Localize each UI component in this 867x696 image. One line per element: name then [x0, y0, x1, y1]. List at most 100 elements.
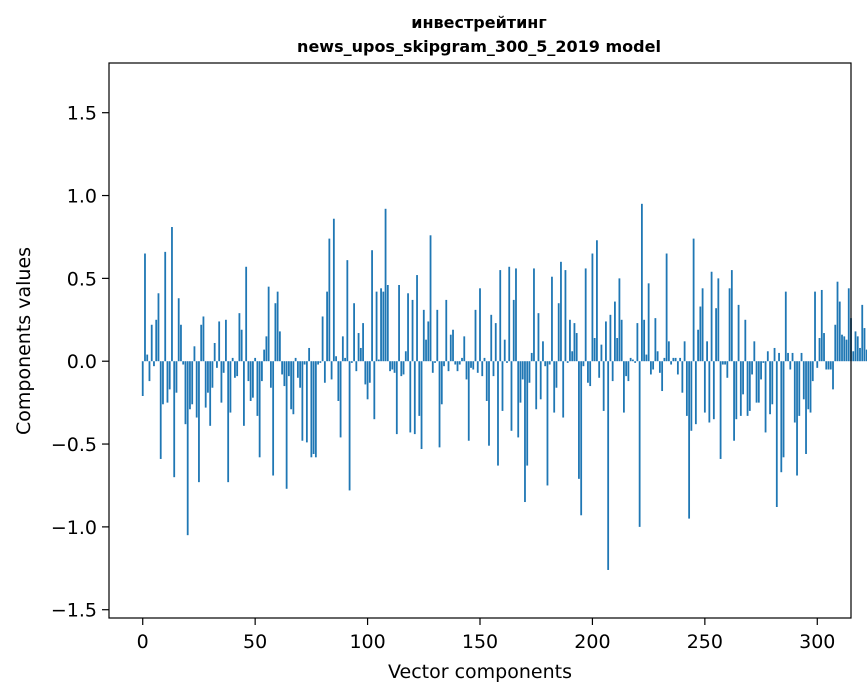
- bar-35: [220, 361, 223, 403]
- bar-158: [497, 361, 499, 466]
- bar-41: [234, 361, 236, 378]
- bar-250: [703, 361, 706, 413]
- bar-21: [189, 361, 191, 410]
- bar-274: [757, 361, 760, 403]
- bar-301: [818, 338, 821, 362]
- bar-103: [373, 361, 376, 420]
- chart-title-line1: инвестрейтинг: [411, 13, 546, 32]
- bar-18: [182, 361, 185, 365]
- bar-137: [449, 334, 452, 362]
- bar-170: [524, 361, 526, 503]
- bar-306: [829, 361, 832, 370]
- bar-125: [422, 309, 425, 362]
- bar-179: [544, 361, 547, 367]
- bar-135: [445, 299, 448, 362]
- bar-93: [350, 361, 353, 363]
- bar-271: [751, 361, 753, 375]
- bar-233: [665, 253, 668, 362]
- bar-255: [715, 308, 717, 362]
- bar-243: [688, 361, 691, 519]
- x-tick-label: 50: [243, 631, 267, 653]
- bar-294: [802, 361, 805, 400]
- bar-189: [566, 361, 569, 363]
- bar-113: [395, 361, 398, 435]
- bar-33: [216, 361, 218, 368]
- bar-178: [542, 341, 544, 362]
- bar-198: [587, 361, 589, 383]
- bar-149: [476, 361, 479, 373]
- bar-244: [690, 361, 693, 431]
- bar-266: [739, 361, 742, 416]
- bar-95: [355, 361, 358, 372]
- bar-291: [796, 361, 798, 476]
- bar-163: [508, 266, 511, 362]
- bar-240: [681, 361, 684, 393]
- bar-17: [180, 324, 182, 362]
- bar-194: [578, 361, 580, 479]
- bar-101: [368, 361, 371, 383]
- bar-309: [836, 281, 839, 362]
- bar-36: [222, 361, 225, 373]
- bar-115: [400, 361, 403, 377]
- bar-219: [634, 361, 637, 363]
- bar-4: [150, 324, 153, 362]
- bar-2: [146, 354, 149, 362]
- bar-96: [357, 333, 360, 362]
- bar-155: [490, 314, 493, 362]
- bar-168: [519, 361, 522, 403]
- bar-138: [452, 329, 454, 362]
- bar-130: [434, 361, 436, 363]
- bar-284: [780, 361, 783, 473]
- y-tick-label: −1.5: [51, 600, 97, 622]
- bar-287: [787, 352, 789, 362]
- bar-102: [371, 250, 373, 362]
- bar-153: [485, 361, 488, 401]
- bar-3: [148, 361, 151, 382]
- bar-312: [843, 336, 846, 362]
- bar-289: [791, 352, 794, 362]
- bar-260: [726, 361, 729, 378]
- bar-152: [483, 357, 486, 362]
- bar-187: [562, 361, 565, 418]
- bar-235: [670, 361, 673, 365]
- bar-290: [793, 361, 796, 423]
- bar-226: [649, 361, 652, 375]
- bar-177: [539, 361, 542, 400]
- bar-185: [557, 303, 560, 362]
- bar-38: [227, 361, 230, 483]
- bar-167: [517, 361, 520, 438]
- bar-272: [753, 341, 756, 362]
- bar-86: [335, 356, 337, 362]
- bar-28: [204, 361, 207, 408]
- bar-234: [667, 341, 670, 362]
- bar-146: [470, 361, 472, 368]
- bar-210: [614, 301, 616, 362]
- bar-208: [609, 314, 612, 362]
- bar-99: [364, 361, 367, 385]
- bar-89: [341, 336, 344, 362]
- bar-172: [528, 361, 531, 383]
- bar-253: [710, 271, 713, 362]
- bar-85: [332, 218, 335, 362]
- bar-80: [321, 316, 324, 362]
- x-tick-label: 0: [137, 631, 149, 653]
- bar-126: [425, 339, 427, 362]
- bar-303: [823, 333, 825, 362]
- bar-297: [809, 361, 812, 413]
- bar-20: [186, 361, 189, 536]
- bar-74: [308, 347, 311, 362]
- bar-203: [598, 361, 601, 378]
- bar-67: [292, 361, 295, 415]
- bar-61: [278, 331, 281, 362]
- y-tick-label: 0.0: [67, 351, 97, 373]
- bar-193: [575, 333, 578, 362]
- bar-98: [362, 323, 364, 362]
- bar-83: [328, 238, 331, 362]
- bar-25: [198, 361, 200, 483]
- bar-314: [847, 288, 850, 362]
- bar-26: [200, 324, 203, 362]
- bar-298: [811, 361, 814, 382]
- bar-131: [436, 309, 439, 362]
- bar-299: [814, 291, 816, 362]
